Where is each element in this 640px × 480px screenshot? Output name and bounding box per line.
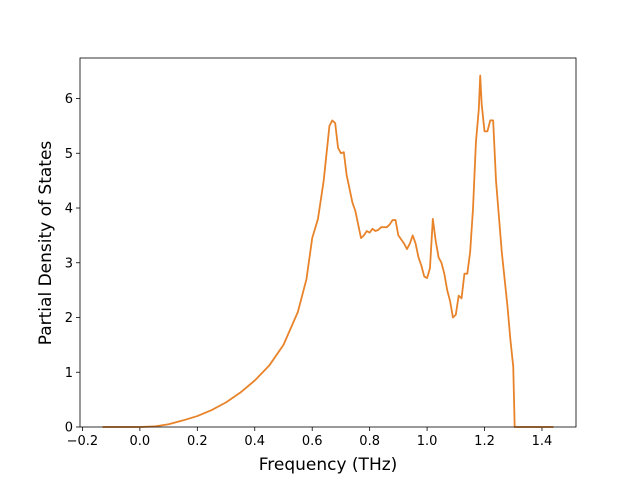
x-tick-label: 1.0 — [417, 434, 438, 449]
x-tick-label: 1.4 — [532, 434, 553, 449]
x-tick-label: 1.2 — [474, 434, 495, 449]
x-tick-label: 0.6 — [302, 434, 323, 449]
x-tick-label: 0.4 — [244, 434, 265, 449]
y-tick-label: 5 — [65, 147, 73, 162]
y-tick-label: 4 — [65, 202, 73, 217]
y-tick-label: 3 — [65, 256, 73, 271]
x-tick-label: 0.2 — [187, 434, 208, 449]
y-tick-label: 2 — [65, 311, 73, 326]
x-axis-label: Frequency (THz) — [259, 455, 398, 475]
y-tick-label: 6 — [65, 92, 73, 107]
y-tick-label: 1 — [65, 366, 73, 381]
x-tick-label: −0.2 — [67, 434, 99, 449]
y-axis-label: Partial Density of States — [36, 141, 56, 346]
x-tick-label: 0.8 — [359, 434, 380, 449]
line-series — [102, 74, 554, 428]
x-tick-label: 0.0 — [130, 434, 151, 449]
plot-frame — [79, 57, 577, 428]
y-tick-label: 0 — [65, 421, 73, 436]
